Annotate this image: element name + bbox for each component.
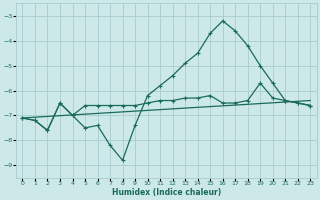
X-axis label: Humidex (Indice chaleur): Humidex (Indice chaleur)	[112, 188, 221, 197]
